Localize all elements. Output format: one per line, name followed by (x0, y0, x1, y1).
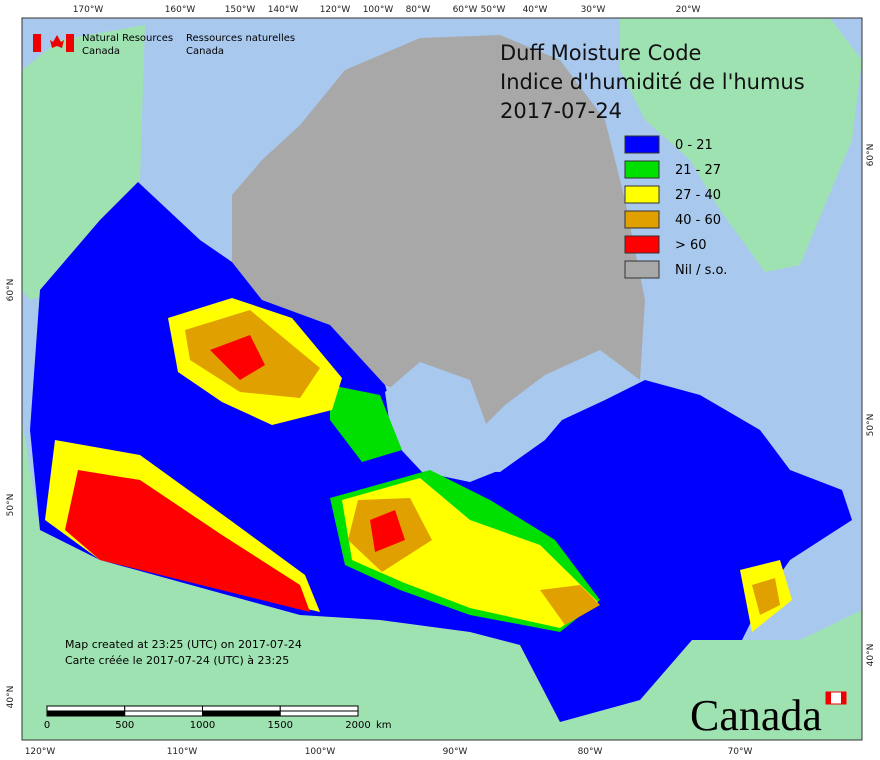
lon-label: 60°W (453, 5, 478, 15)
lon-label: 120°W (320, 5, 351, 15)
lon-label: 100°W (363, 5, 394, 15)
arctic-islands (232, 35, 645, 440)
legend-swatch (624, 185, 660, 204)
lon-label: 70°W (728, 747, 753, 757)
lon-label: 50°W (481, 5, 506, 15)
flag-leaf (50, 35, 64, 48)
scale-label: 1000 (190, 720, 215, 731)
scale-segment (202, 710, 281, 717)
scale-segment (202, 705, 281, 712)
scale-unit: km (376, 720, 392, 731)
wordmark-flag (826, 692, 831, 704)
lon-label: 90°W (443, 747, 468, 757)
title-line: Duff Moisture Code (500, 41, 701, 65)
header: Natural Resources Canada Ressources natu… (33, 33, 295, 57)
agency-fr: Ressources naturelles (186, 33, 295, 44)
dmc-60-central (370, 510, 405, 552)
lat-label: 40°N (866, 644, 876, 667)
scale-label: 0 (44, 720, 50, 731)
title-line: 2017-07-24 (500, 99, 622, 123)
map-frame (21, 17, 863, 741)
lon-label: 160°W (165, 5, 196, 15)
graticule-labels: 170°W 160°W 150°W 140°W 120°W 100°W 80°W 60°W 50… (6, 5, 876, 757)
flag-bar (66, 34, 74, 52)
legend-label: 27 - 40 (675, 188, 721, 203)
wordmark-text: Canada (690, 691, 822, 740)
scale-segment (124, 705, 203, 712)
legend-label: 40 - 60 (675, 213, 721, 228)
lat-label: 60°N (866, 144, 876, 167)
scale-segment (46, 705, 126, 712)
dmc-60-nw (210, 335, 265, 380)
lon-label: 80°W (406, 5, 431, 15)
legend-swatch (624, 160, 660, 179)
lon-label: 150°W (225, 5, 256, 15)
scale-label: 500 (115, 720, 134, 731)
scale-label: 1500 (268, 720, 293, 731)
lon-label: 80°W (578, 747, 603, 757)
legend-label: 21 - 27 (675, 163, 721, 178)
wordmark: Canada (690, 691, 847, 740)
legend-swatch (624, 260, 660, 279)
lat-label: 50°N (866, 414, 876, 437)
title-line: Indice d'humidité de l'humus (500, 70, 805, 94)
agency-fr: Canada (186, 46, 224, 57)
lon-label: 40°W (523, 5, 548, 15)
dmc-40-60-east (540, 585, 600, 625)
lon-label: 170°W (73, 5, 104, 15)
notes: Map created at 23:25 (UTC) on 2017-07-24… (65, 638, 302, 667)
legend-swatch (624, 135, 660, 154)
dmc-40-60-maritimes (752, 578, 780, 615)
flag-bar (33, 34, 41, 52)
lon-label: 140°W (268, 5, 299, 15)
legend-swatch (624, 210, 660, 229)
legend-swatch (624, 235, 660, 254)
legend-label: Nil / s.o. (675, 263, 727, 278)
alaska (22, 25, 145, 300)
frame-border (21, 17, 863, 741)
lon-label: 30°W (581, 5, 606, 15)
lon-label: 100°W (305, 747, 336, 757)
scale-label: 2000 (345, 720, 370, 731)
wordmark-flag (841, 692, 846, 704)
hudson-bay (385, 362, 500, 482)
lon-label: 110°W (167, 747, 198, 757)
greenland (620, 18, 862, 272)
scale-segment (124, 710, 203, 717)
agency-en: Canada (82, 46, 120, 57)
dmc-21-27-north (330, 385, 402, 462)
lon-label: 20°W (676, 5, 701, 15)
scale-segment (279, 710, 359, 717)
title: Duff Moisture Code Indice d'humidité de … (500, 41, 805, 123)
scale-segment (279, 705, 359, 712)
legend: 0 - 21 21 - 27 27 - 40 40 - 60 > 60 Nil / s.o… (624, 135, 727, 279)
lat-label: 40°N (6, 686, 16, 709)
usa (22, 420, 862, 740)
legend-label: > 60 (675, 238, 707, 253)
legend-label: 0 - 21 (675, 138, 713, 153)
note: Carte créée le 2017-07-24 (UTC) à 23:25 (65, 654, 289, 667)
lon-label: 120°W (25, 747, 56, 757)
scale-segment (46, 710, 126, 717)
lat-label: 60°N (6, 279, 16, 302)
lat-label: 50°N (6, 494, 16, 517)
scale-bar: 0 500 1000 1500 2000 km (44, 705, 392, 731)
agency-en: Natural Resources (82, 33, 173, 44)
dmc-60-west (65, 470, 310, 612)
note: Map created at 23:25 (UTC) on 2017-07-24 (65, 638, 302, 651)
